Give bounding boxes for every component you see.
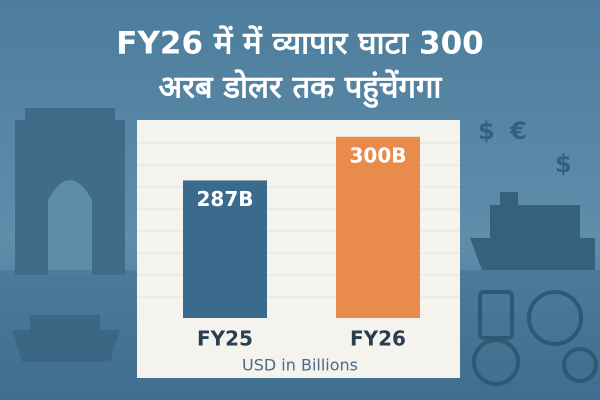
value-label: 287B <box>197 187 254 211</box>
x-tick-label: FY26 <box>350 327 406 351</box>
india-gate <box>15 108 125 275</box>
axis-label: USD in Billions <box>242 356 358 375</box>
svg-text:€: € <box>509 117 527 145</box>
title-line: अरब डोलर तक पहुंचेंगगा <box>159 69 443 109</box>
value-label: 300B <box>350 143 407 167</box>
svg-text:$: $ <box>555 150 572 178</box>
x-tick-label: FY25 <box>197 327 253 351</box>
svg-text:$: $ <box>478 117 495 145</box>
currency-symbols: $ € $ <box>478 117 572 178</box>
bar <box>183 180 267 318</box>
currency-icons <box>472 290 598 386</box>
ship-right <box>470 192 595 270</box>
title-line: FY26 में में व्यापार घाटा 300 <box>116 25 483 62</box>
bar <box>336 136 420 318</box>
